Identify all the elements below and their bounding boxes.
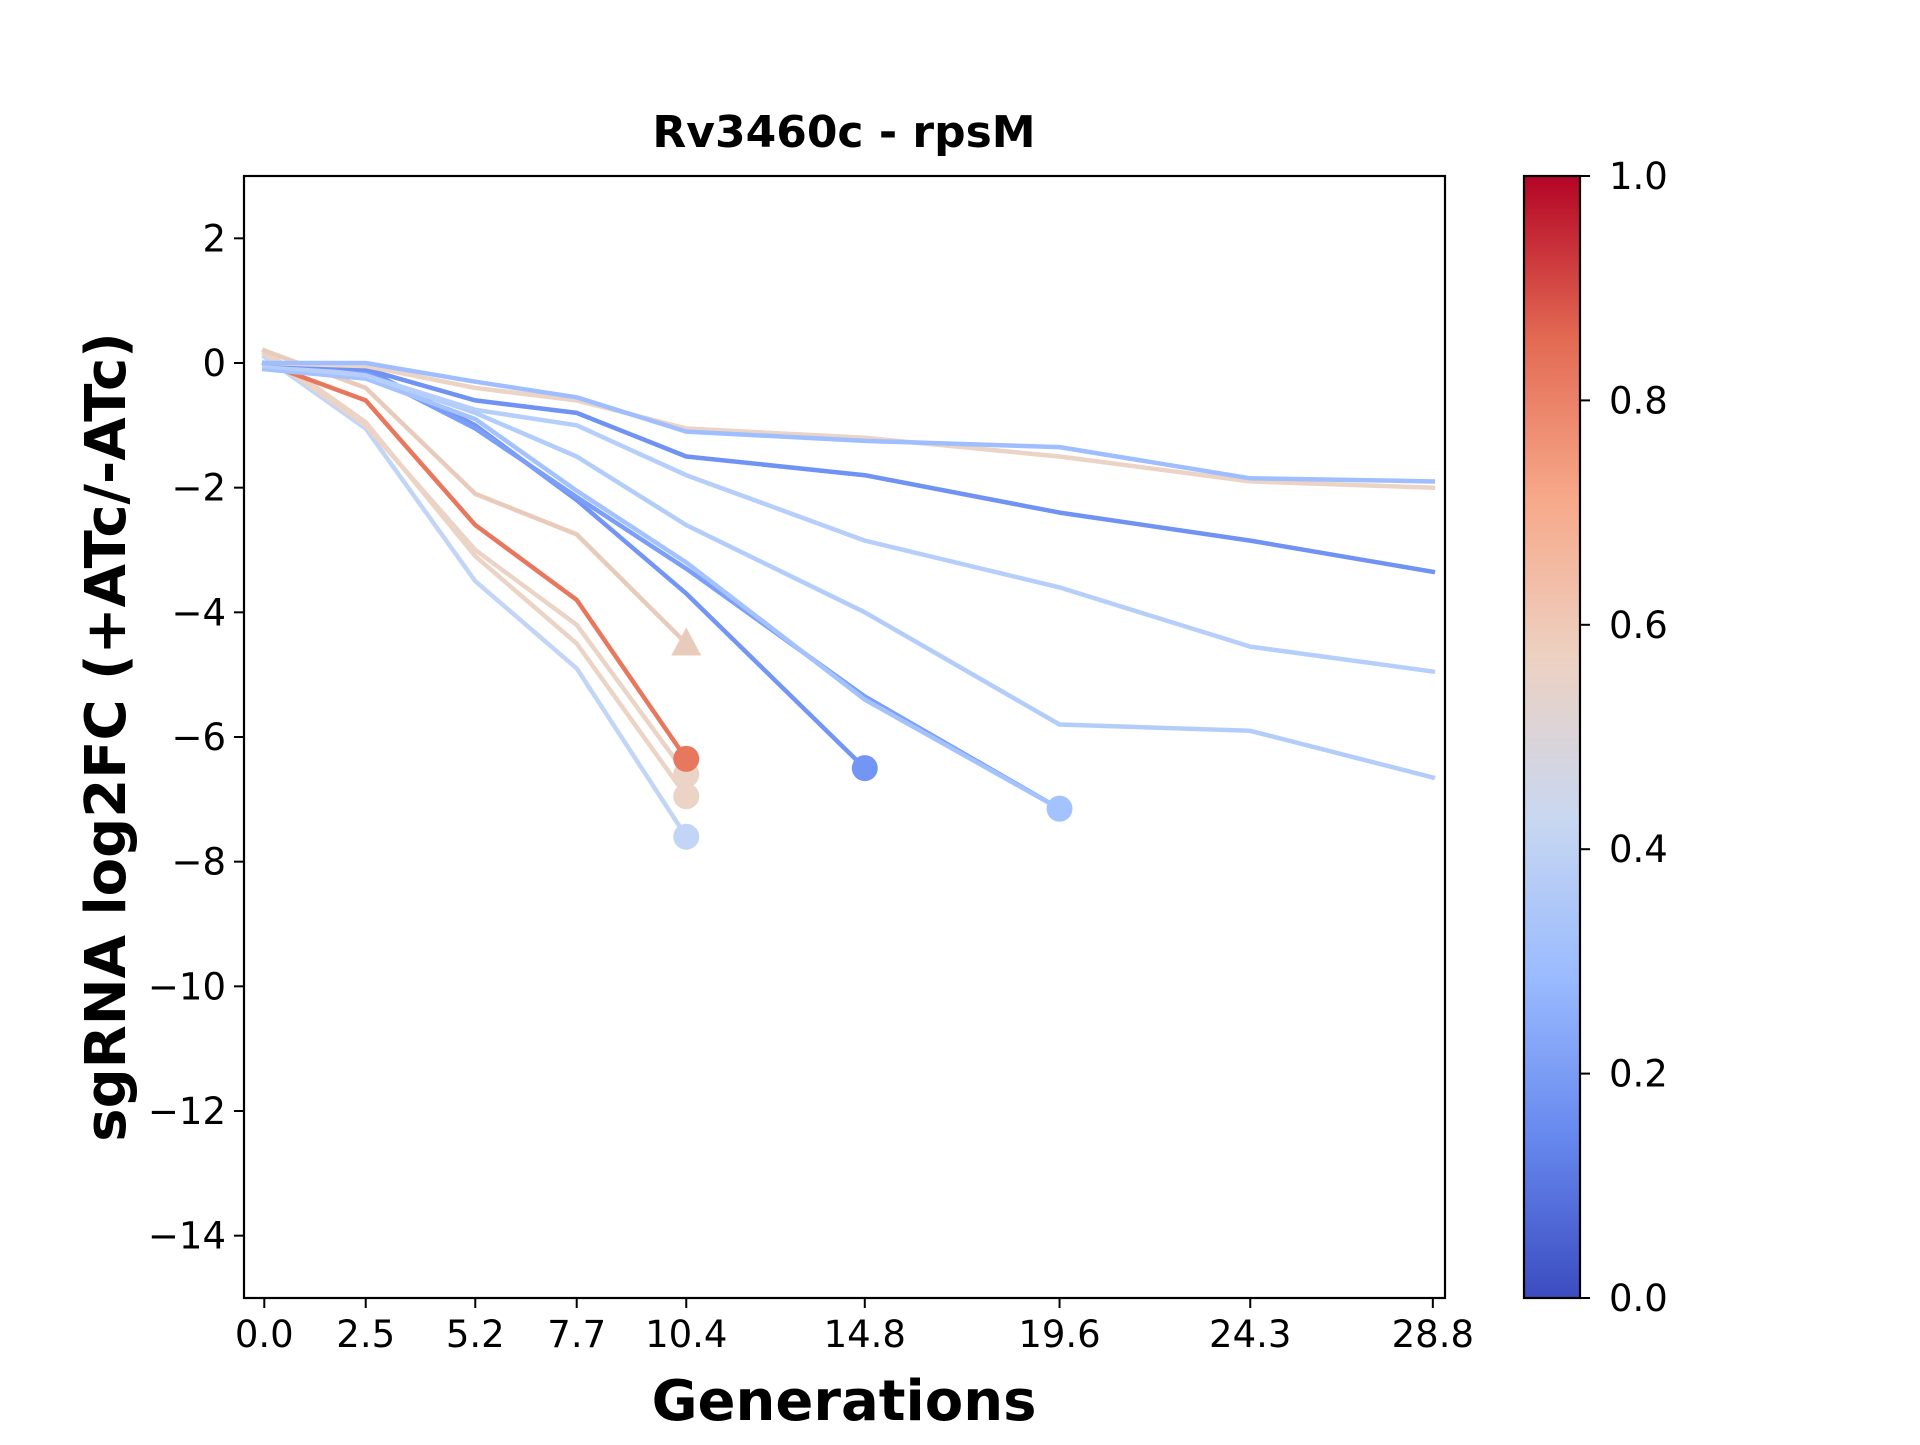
series-line-1 [261,353,690,840]
x-tick-label: 14.8 [824,1313,906,1356]
x-tick-label: 10.4 [645,1313,727,1356]
series-line-3 [261,347,690,800]
x-tick-label: 28.8 [1392,1313,1474,1356]
series-end-marker-8 [1046,795,1073,822]
y-tick-label: −8 [171,841,226,884]
series-end-marker-3 [673,783,700,810]
colorbar-tick-label: 0.4 [1609,828,1668,871]
colorbar-tick-label: 0.6 [1609,604,1668,647]
colorbar: 0.0 0.2 0.4 0.6 0.8 1.0 [1522,155,1668,1320]
series-end-marker-6 [851,755,878,782]
y-tick-label: −6 [171,716,226,759]
series-line-13 [262,360,1436,484]
series-line-12 [261,360,1436,491]
colorbar-tick-label: 0.2 [1609,1053,1668,1096]
series-lines [261,347,1436,840]
plot-area: 0.0 2.5 5.2 7.7 10.4 14.8 19.6 24.3 28.8 2 0 −2 −4 −6… [148,174,1474,1356]
colorbar-gradient [1522,174,1582,1300]
colorbar-tick-label: 1.0 [1609,155,1668,198]
series-end-marker-1 [673,823,700,850]
series-line-10 [261,360,1436,675]
series-line-7 [261,360,1063,812]
y-tick-label: 0 [202,342,226,385]
series-line-5 [261,360,690,762]
x-tick-label: 24.3 [1209,1313,1291,1356]
y-tick-label: −10 [148,965,226,1008]
series-line-8 [261,366,1063,812]
x-tick-label: 5.2 [446,1313,505,1356]
x-tick-label: 2.5 [336,1313,395,1356]
y-tick-label: −2 [171,467,226,510]
series-end-marker-4 [671,627,702,656]
x-tick-label: 0.0 [235,1313,294,1356]
chart-title: Rv3460c - rpsM [652,107,1035,158]
series-line-9 [261,363,1436,781]
y-tick-label: −12 [148,1090,226,1133]
x-tick-label: 7.7 [547,1313,606,1356]
series-line-11 [261,360,1436,575]
colorbar-tick-label: 0.0 [1609,1277,1668,1320]
y-tick-label: −4 [171,591,226,634]
y-tick-label: 2 [202,217,226,260]
y-tick-label: −14 [148,1215,226,1258]
y-axis-label: sgRNA log2FC (+ATc/-ATc) [74,332,139,1142]
plot-frame [242,174,1447,1300]
x-tick-label: 19.6 [1018,1313,1100,1356]
series-end-marker-5 [673,745,700,772]
colorbar-tick-label: 0.8 [1609,379,1668,422]
series-line-2 [261,350,690,778]
x-axis-label: Generations [652,1369,1037,1434]
